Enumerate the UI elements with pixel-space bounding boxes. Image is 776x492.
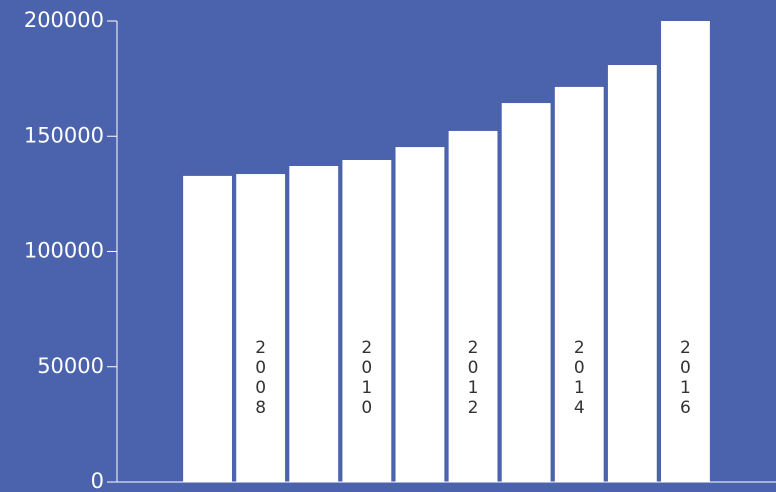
bar <box>236 174 286 482</box>
bar <box>501 103 551 483</box>
x-tick-label: 2016 <box>675 338 695 418</box>
y-tick-label: 100000 <box>24 239 104 263</box>
bar <box>661 21 710 482</box>
y-tick-label: 150000 <box>24 123 104 147</box>
y-tick-label: 50000 <box>37 354 104 378</box>
x-tick-label: 2014 <box>569 338 589 418</box>
bar <box>183 175 232 482</box>
bar <box>607 65 657 482</box>
bar <box>554 86 604 482</box>
x-tick-label: 2010 <box>357 338 377 418</box>
bar <box>289 165 339 482</box>
bar <box>395 147 445 482</box>
bar <box>342 159 392 482</box>
bar <box>448 130 498 483</box>
x-tick-label: 2012 <box>463 338 483 418</box>
y-tick-label: 0 <box>91 469 104 492</box>
x-tick-label: 2008 <box>251 338 271 418</box>
y-tick-label: 200000 <box>24 8 104 32</box>
